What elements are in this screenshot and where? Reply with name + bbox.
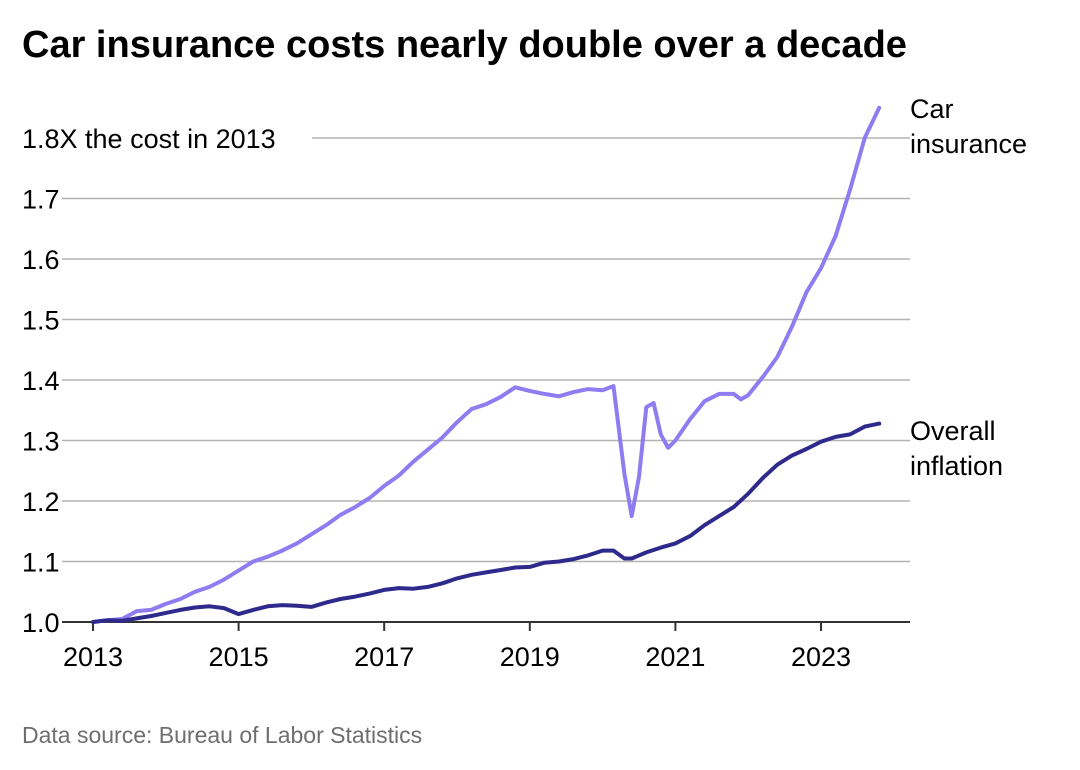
data-source-note: Data source: Bureau of Labor Statistics	[22, 722, 423, 748]
axes: 1.0 1.1 1.2 1.3 1.4 1.5 1.6 1.7 1.8X the cost in…	[22, 124, 910, 672]
grid-lines	[62, 137, 910, 563]
chart-title: Car insurance costs nearly double over a…	[22, 24, 907, 66]
series-lines	[91, 105, 882, 624]
series-labels: Car insurance Overall inflation	[910, 94, 1027, 481]
x-tick-label: 2013	[63, 642, 123, 672]
y-tick-label: 1.2	[22, 487, 60, 517]
y-tick-label: 1.3	[22, 427, 60, 457]
car-insurance-label: Car insurance	[910, 94, 1027, 159]
overall-inflation-line	[91, 421, 882, 624]
x-tick-label: 2021	[645, 642, 705, 672]
x-tick-label: 2017	[354, 642, 414, 672]
y-tick-label: 1.7	[22, 185, 60, 215]
y-tick-label: 1.8X the cost in 2013	[22, 124, 276, 154]
y-tick-label: 1.5	[22, 306, 60, 336]
y-tick-label: 1.6	[22, 245, 60, 275]
x-tick-label: 2023	[791, 642, 851, 672]
y-tick-label: 1.1	[22, 548, 60, 578]
overall-inflation-label: Overall inflation	[910, 416, 1003, 481]
y-tick-label: 1.0	[22, 608, 60, 638]
car-insurance-line	[91, 105, 882, 624]
x-tick-label: 2015	[209, 642, 269, 672]
x-tick-label: 2019	[500, 642, 560, 672]
y-tick-label: 1.4	[22, 366, 60, 396]
